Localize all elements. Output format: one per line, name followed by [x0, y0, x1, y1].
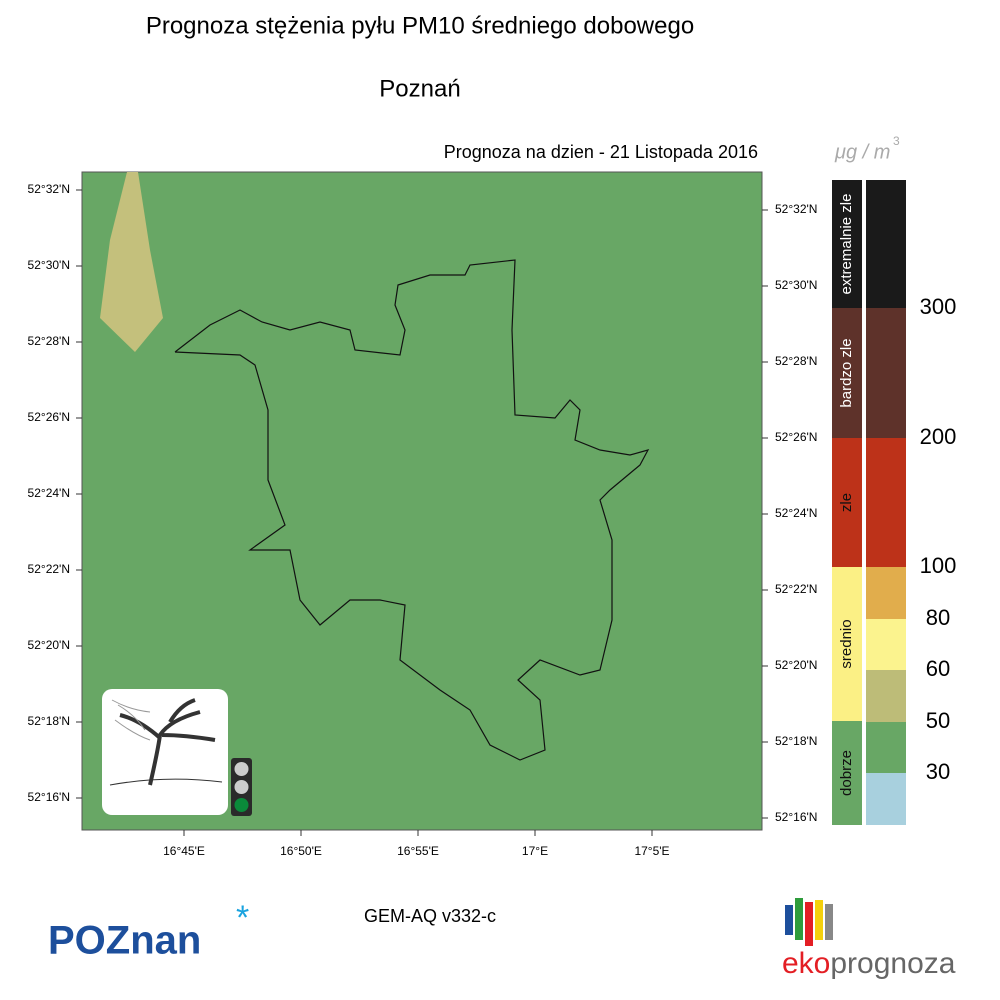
- unit-exp: 3: [893, 134, 900, 148]
- traffic-light: [231, 758, 252, 816]
- logo-eko: eko: [782, 947, 830, 980]
- legend-category: extremalnie zle: [838, 194, 855, 295]
- lat-label-right: 52°28'N: [775, 354, 817, 368]
- city: Poznań: [379, 75, 460, 102]
- lat-label-left: 52°22'N: [28, 562, 70, 576]
- lon-label: 16°55'E: [397, 844, 439, 858]
- legend-threshold: 80: [926, 605, 950, 630]
- lat-label-right: 52°22'N: [775, 582, 817, 596]
- lat-label-left: 52°32'N: [28, 182, 70, 196]
- lat-label-left: 52°20'N: [28, 638, 70, 652]
- model-label: GEM-AQ v332-c: [364, 906, 496, 926]
- lat-label-left: 52°30'N: [28, 258, 70, 272]
- lat-label-right: 52°32'N: [775, 202, 817, 216]
- logo-ekoprognoza: ekoprognoza: [782, 947, 956, 980]
- lat-label-left: 52°16'N: [28, 790, 70, 804]
- lat-label-right: 52°20'N: [775, 658, 817, 672]
- lon-label: 16°45'E: [163, 844, 205, 858]
- pollution-plume: [100, 172, 163, 352]
- legend-category: zle: [838, 493, 855, 512]
- lat-label-left: 52°26'N: [28, 410, 70, 424]
- lon-label: 17°5'E: [634, 844, 669, 858]
- lon-label: 16°50'E: [280, 844, 322, 858]
- lat-label-right: 52°24'N: [775, 506, 817, 520]
- lon-label: 17°E: [522, 844, 548, 858]
- lat-label-left: 52°24'N: [28, 486, 70, 500]
- legend-threshold: 50: [926, 708, 950, 733]
- legend-category: srednio: [838, 619, 855, 668]
- logo-bars: [785, 898, 833, 946]
- logo-asterisk: *: [236, 899, 249, 937]
- legend-threshold: 60: [926, 656, 950, 681]
- lat-label-right: 52°18'N: [775, 734, 817, 748]
- title: Prognoza stężenia pyłu PM10 średniego do…: [146, 12, 694, 39]
- unit: μg / m: [834, 141, 890, 163]
- forecast-date: Prognoza na dzien - 21 Listopada 2016: [444, 142, 758, 162]
- lat-label-right: 52°16'N: [775, 810, 817, 824]
- legend-category: bardzo zle: [838, 338, 855, 407]
- legend-category: dobrze: [838, 750, 855, 796]
- lat-label-left: 52°18'N: [28, 714, 70, 728]
- legend-threshold: 100: [920, 553, 957, 578]
- logo-prognoza: prognoza: [830, 947, 955, 980]
- logo-poznan: POZnan: [48, 919, 201, 963]
- lat-label-right: 52°30'N: [775, 278, 817, 292]
- weather-icon: [102, 689, 228, 815]
- legend-threshold: 30: [926, 759, 950, 784]
- legend-threshold: 200: [920, 424, 957, 449]
- legend-threshold: 300: [920, 294, 957, 319]
- lat-label-left: 52°28'N: [28, 334, 70, 348]
- city-boundary: [174, 259, 650, 761]
- legend-bars: [832, 180, 906, 825]
- lat-label-right: 52°26'N: [775, 430, 817, 444]
